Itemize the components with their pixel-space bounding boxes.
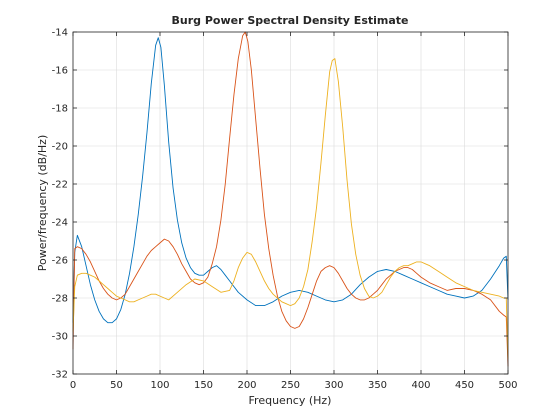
x-tick-label: 200 [237,380,256,391]
x-axis-label: Frequency (Hz) [249,394,332,407]
y-tick-label: -30 [52,332,68,343]
series-line-3 [72,58,509,359]
x-tick-label: 500 [498,380,517,391]
y-tick-label: -32 [52,370,68,381]
x-tick-label: 250 [281,380,300,391]
y-tick-label: -18 [52,104,68,115]
x-tick-label: 0 [70,380,76,391]
x-tick-label: 450 [455,380,474,391]
y-tick-label: -14 [52,28,68,39]
series-line-1 [72,37,509,324]
x-tick-label: 350 [368,380,387,391]
series-group [72,31,509,367]
x-tick-label: 100 [150,380,169,391]
ticks-group: 0 50 100 150 200 250 300 350 400 450 500 -32 -30 -28 -… [52,28,518,392]
y-axis-label: Power/frequency (dB/Hz) [36,135,49,272]
chart-title: Burg Power Spectral Density Estimate [171,14,408,27]
y-tick-label: -26 [52,256,68,267]
series-line-2 [72,31,509,367]
y-tick-label: -28 [52,294,68,305]
y-tick-label: -20 [52,142,68,153]
x-tick-label: 150 [194,380,213,391]
y-tick-label: -22 [52,180,68,191]
y-tick-label: -24 [52,218,68,229]
y-tick-label: -16 [52,66,68,77]
x-tick-label: 300 [324,380,343,391]
plot-frame [72,31,509,375]
x-tick-label: 50 [110,380,123,391]
x-tick-label: 400 [411,380,430,391]
